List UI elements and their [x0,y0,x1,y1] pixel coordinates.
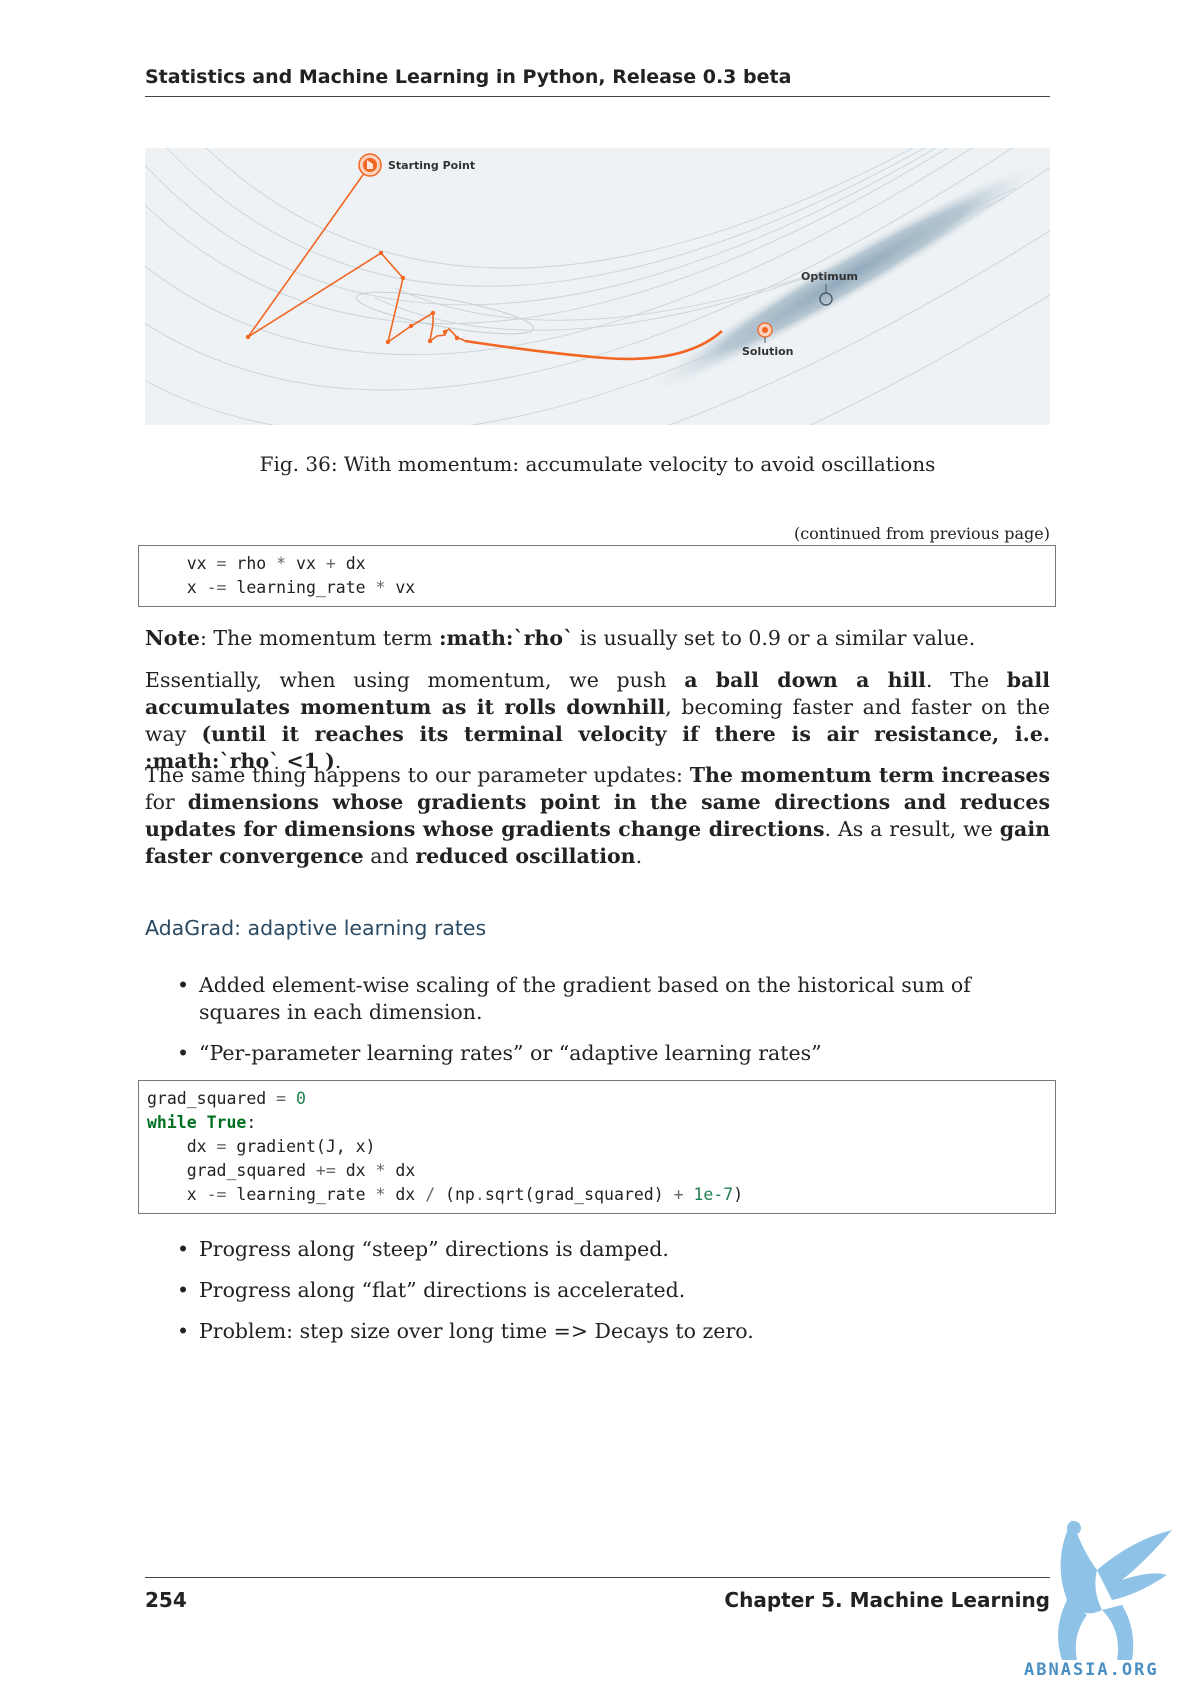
path-points [245,250,460,345]
optimum-label: Optimum [801,270,858,283]
code-line: while True: [147,1113,257,1132]
code-line: x -= learning_rate * vx [147,578,416,597]
continued-note: (continued from previous page) [793,524,1050,543]
code-line: x -= learning_rate * dx / (np.sqrt(grad_… [147,1185,744,1204]
starting-point-label: Starting Point [388,159,475,172]
list-item: • Problem: step size over long time => De… [177,1319,754,1343]
code-line: grad_squared = 0 [147,1089,306,1108]
starting-point-marker [358,153,382,177]
contour-plot: Starting Point Optimum Solution [145,148,1050,425]
adagrad-properties-list: • Progress along “steep” directions is da… [145,1236,1050,1359]
momentum-figure: Starting Point Optimum Solution [145,148,1050,425]
solution-marker [757,322,773,343]
list-item: • Added element-wise scaling of the gradi… [177,973,971,1024]
figure-caption: Fig. 36: With momentum: accumulate veloc… [259,452,936,476]
chapter-title: Chapter 5. Machine Learning [724,1588,1050,1612]
note-paragraph: Note: The momentum term :math:`rho` is u… [145,626,976,650]
code-block-momentum: vx = rho * vx + dx x -= learning_rate * … [138,545,1056,607]
momentum-paragraph: Essentially, when using momentum, we pus… [145,668,1051,773]
valley-shading [645,161,1045,395]
book-title: Statistics and Machine Learning in Pytho… [145,66,792,88]
list-item: • Progress along “flat” directions is acc… [177,1278,686,1302]
plot-background [145,148,1050,425]
parameter-updates-paragraph: The same thing happens to our parameter … [145,763,1051,868]
solution-label: Solution [742,345,794,358]
list-item: • Progress along “steep” directions is da… [177,1237,669,1261]
watermark-text: ABNASIA.ORG [1024,1660,1159,1680]
page-number: 254 [145,1588,187,1612]
section-heading: AdaGrad: adaptive learning rates [145,916,487,940]
footer-rule [145,1577,1050,1578]
griffin-watermark-icon [1058,1520,1172,1660]
optimum-marker [819,284,833,306]
code-line: grad_squared += dx * dx [147,1161,416,1180]
list-item: • “Per-parameter learning rates” or “adap… [177,1041,822,1065]
running-header: Statistics and Machine Learning in Pytho… [145,66,1050,97]
code-block-adagrad: grad_squared = 0 while True: dx = gradien… [138,1080,1056,1214]
code-line: vx = rho * vx + dx [147,554,366,573]
adagrad-bullet-list: • Added element-wise scaling of the gradi… [145,972,1050,1081]
code-line: dx = gradient(J, x) [147,1137,376,1156]
